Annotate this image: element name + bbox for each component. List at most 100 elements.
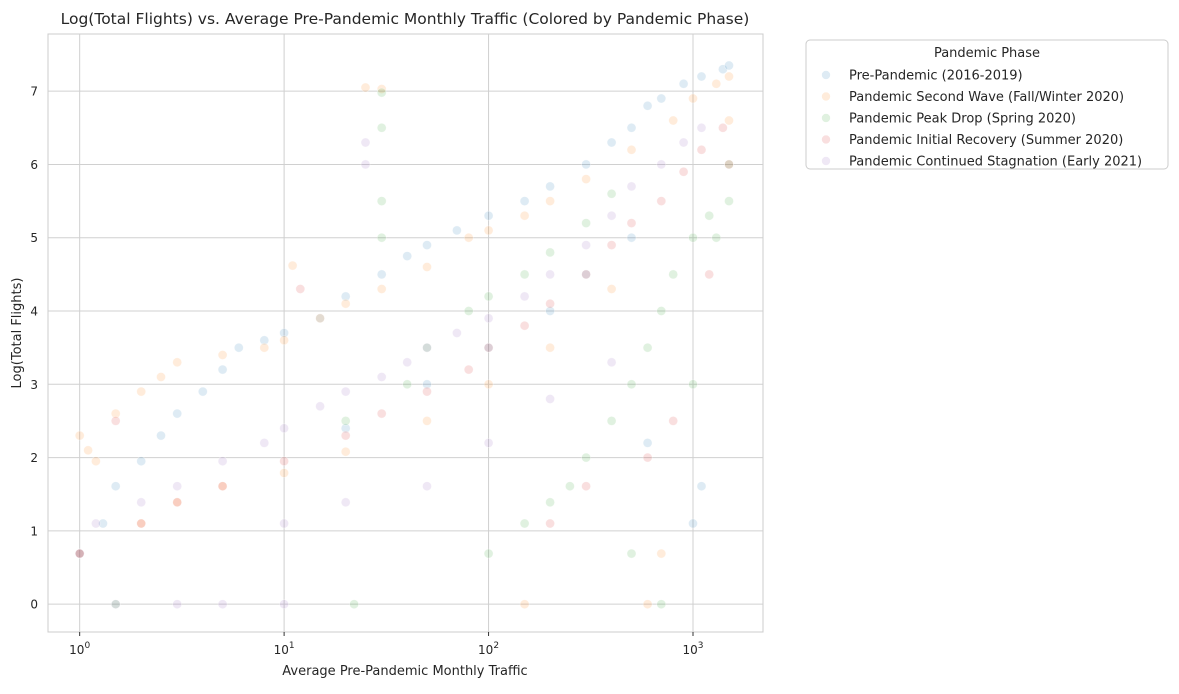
scatter-point <box>110 481 121 492</box>
scatter-point <box>642 342 653 353</box>
y-tick-label: 1 <box>30 524 38 538</box>
legend-marker <box>821 70 831 80</box>
scatter-point <box>656 93 667 104</box>
scatter-point <box>422 416 432 426</box>
scatter-point <box>711 232 722 243</box>
scatter-point <box>91 456 101 467</box>
scatter-point <box>463 306 474 316</box>
scatter-point <box>376 372 387 382</box>
scatter-point <box>606 240 617 250</box>
scatter-point <box>688 93 698 104</box>
scatter-point <box>483 342 494 353</box>
scatter-point <box>483 313 494 324</box>
scatter-point <box>581 159 591 170</box>
scatter-point <box>704 210 715 221</box>
scatter-point <box>422 481 432 492</box>
scatter-point <box>376 123 387 133</box>
scatter-point <box>626 232 637 243</box>
scatter-point <box>581 174 591 184</box>
scatter-point <box>360 159 371 170</box>
scatter-point <box>340 430 351 441</box>
y-tick-label: 2 <box>30 451 38 465</box>
scatter-point <box>83 445 93 456</box>
scatter-point <box>642 452 653 463</box>
scatter-point <box>172 497 182 508</box>
scatter-point <box>581 481 591 492</box>
scatter-point <box>172 481 182 492</box>
scatter-point <box>656 159 667 170</box>
scatter-point <box>136 456 146 467</box>
scatter-point <box>724 115 734 126</box>
legend-label: Pre-Pandemic (2016-2019) <box>849 69 1023 84</box>
scatter-point <box>545 394 555 404</box>
scatter-point <box>718 64 728 74</box>
scatter-point <box>91 518 101 529</box>
scatter-point <box>678 137 689 148</box>
scatter-point <box>519 210 530 221</box>
scatter-point <box>704 269 715 280</box>
y-tick-label: 4 <box>30 305 38 319</box>
scatter-point <box>581 269 591 280</box>
scatter-point <box>376 269 387 280</box>
scatter-point <box>678 79 689 89</box>
scatter-point <box>606 416 617 426</box>
scatter-point <box>279 468 289 478</box>
scatter-point <box>545 518 555 529</box>
legend: Pandemic Phase Pre-Pandemic (2016-2019)P… <box>805 39 1169 170</box>
scatter-point <box>626 379 637 390</box>
scatter-point <box>259 342 270 353</box>
y-axis-label: Log(Total Flights) <box>10 278 25 389</box>
scatter-point <box>340 423 351 434</box>
scatter-point <box>422 342 432 353</box>
scatter-point <box>402 357 413 368</box>
scatter-point <box>349 599 359 610</box>
scatter-point <box>402 379 413 390</box>
scatter-point <box>626 181 637 192</box>
scatter-point <box>483 379 494 390</box>
scatter-point <box>626 218 637 228</box>
y-tick-label: 3 <box>30 378 38 392</box>
scatter-point <box>606 210 617 221</box>
scatter-point <box>172 599 182 610</box>
scatter-point <box>626 123 637 133</box>
scatter-point <box>74 548 85 559</box>
scatter-point <box>217 599 228 610</box>
scatter-point <box>360 82 371 93</box>
legend-label: Pandemic Second Wave (Fall/Winter 2020) <box>849 90 1124 105</box>
scatter-point <box>545 497 555 508</box>
scatter-point <box>376 196 387 206</box>
scatter-point <box>656 599 667 610</box>
scatter-point <box>463 364 474 375</box>
scatter-point <box>279 423 289 434</box>
scatter-point <box>136 518 146 529</box>
scatter-point <box>452 328 462 338</box>
scatter-point <box>340 416 351 426</box>
y-tick-label: 0 <box>30 598 38 612</box>
legend-items: Pre-Pandemic (2016-2019) Pandemic Second … <box>821 69 1142 170</box>
scatter-point <box>581 240 591 250</box>
scatter-point <box>626 145 637 155</box>
scatter-point <box>74 430 85 441</box>
x-tick-label: 100 <box>69 641 90 657</box>
scatter-point <box>279 518 289 529</box>
scatter-point <box>452 225 462 236</box>
scatter-point <box>545 342 555 353</box>
scatter-point <box>606 189 617 199</box>
legend-frame <box>805 39 1169 170</box>
scatter-point <box>110 408 121 419</box>
scatter-point <box>340 298 351 309</box>
scatter-point <box>360 137 371 148</box>
scatter-point <box>724 196 734 206</box>
legend-marker <box>821 113 831 123</box>
scatter-point <box>279 456 289 467</box>
legend-marker <box>821 134 831 145</box>
x-tick-label: 102 <box>478 641 499 657</box>
scatter-point <box>606 357 617 368</box>
scatter-point <box>656 306 667 316</box>
legend-marker <box>821 91 831 102</box>
scatter-point <box>279 599 289 610</box>
scatter-point <box>668 115 679 126</box>
legend-label: Pandemic Continued Stagnation (Early 202… <box>849 155 1142 170</box>
scatter-point <box>606 284 617 294</box>
